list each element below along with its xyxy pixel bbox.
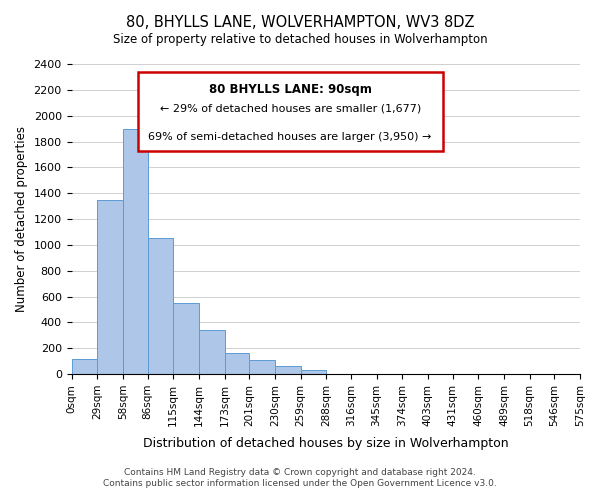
Text: Contains HM Land Registry data © Crown copyright and database right 2024.
Contai: Contains HM Land Registry data © Crown c… [103,468,497,487]
Bar [301,370,326,374]
Text: Size of property relative to detached houses in Wolverhampton: Size of property relative to detached ho… [113,32,487,46]
Bar [71,358,97,374]
Bar [224,352,249,374]
Bar [275,366,301,374]
Bar [123,128,148,374]
Text: 80, BHYLLS LANE, WOLVERHAMPTON, WV3 8DZ: 80, BHYLLS LANE, WOLVERHAMPTON, WV3 8DZ [126,15,474,30]
FancyBboxPatch shape [137,72,443,151]
Bar [148,238,173,374]
Bar [173,303,199,374]
Bar [249,360,275,374]
Y-axis label: Number of detached properties: Number of detached properties [15,126,28,312]
Text: ← 29% of detached houses are smaller (1,677): ← 29% of detached houses are smaller (1,… [160,104,421,114]
Text: 80 BHYLLS LANE: 90sqm: 80 BHYLLS LANE: 90sqm [209,82,371,96]
X-axis label: Distribution of detached houses by size in Wolverhampton: Distribution of detached houses by size … [143,437,509,450]
Bar [199,330,224,374]
Bar [97,200,123,374]
Text: 69% of semi-detached houses are larger (3,950) →: 69% of semi-detached houses are larger (… [148,132,432,141]
